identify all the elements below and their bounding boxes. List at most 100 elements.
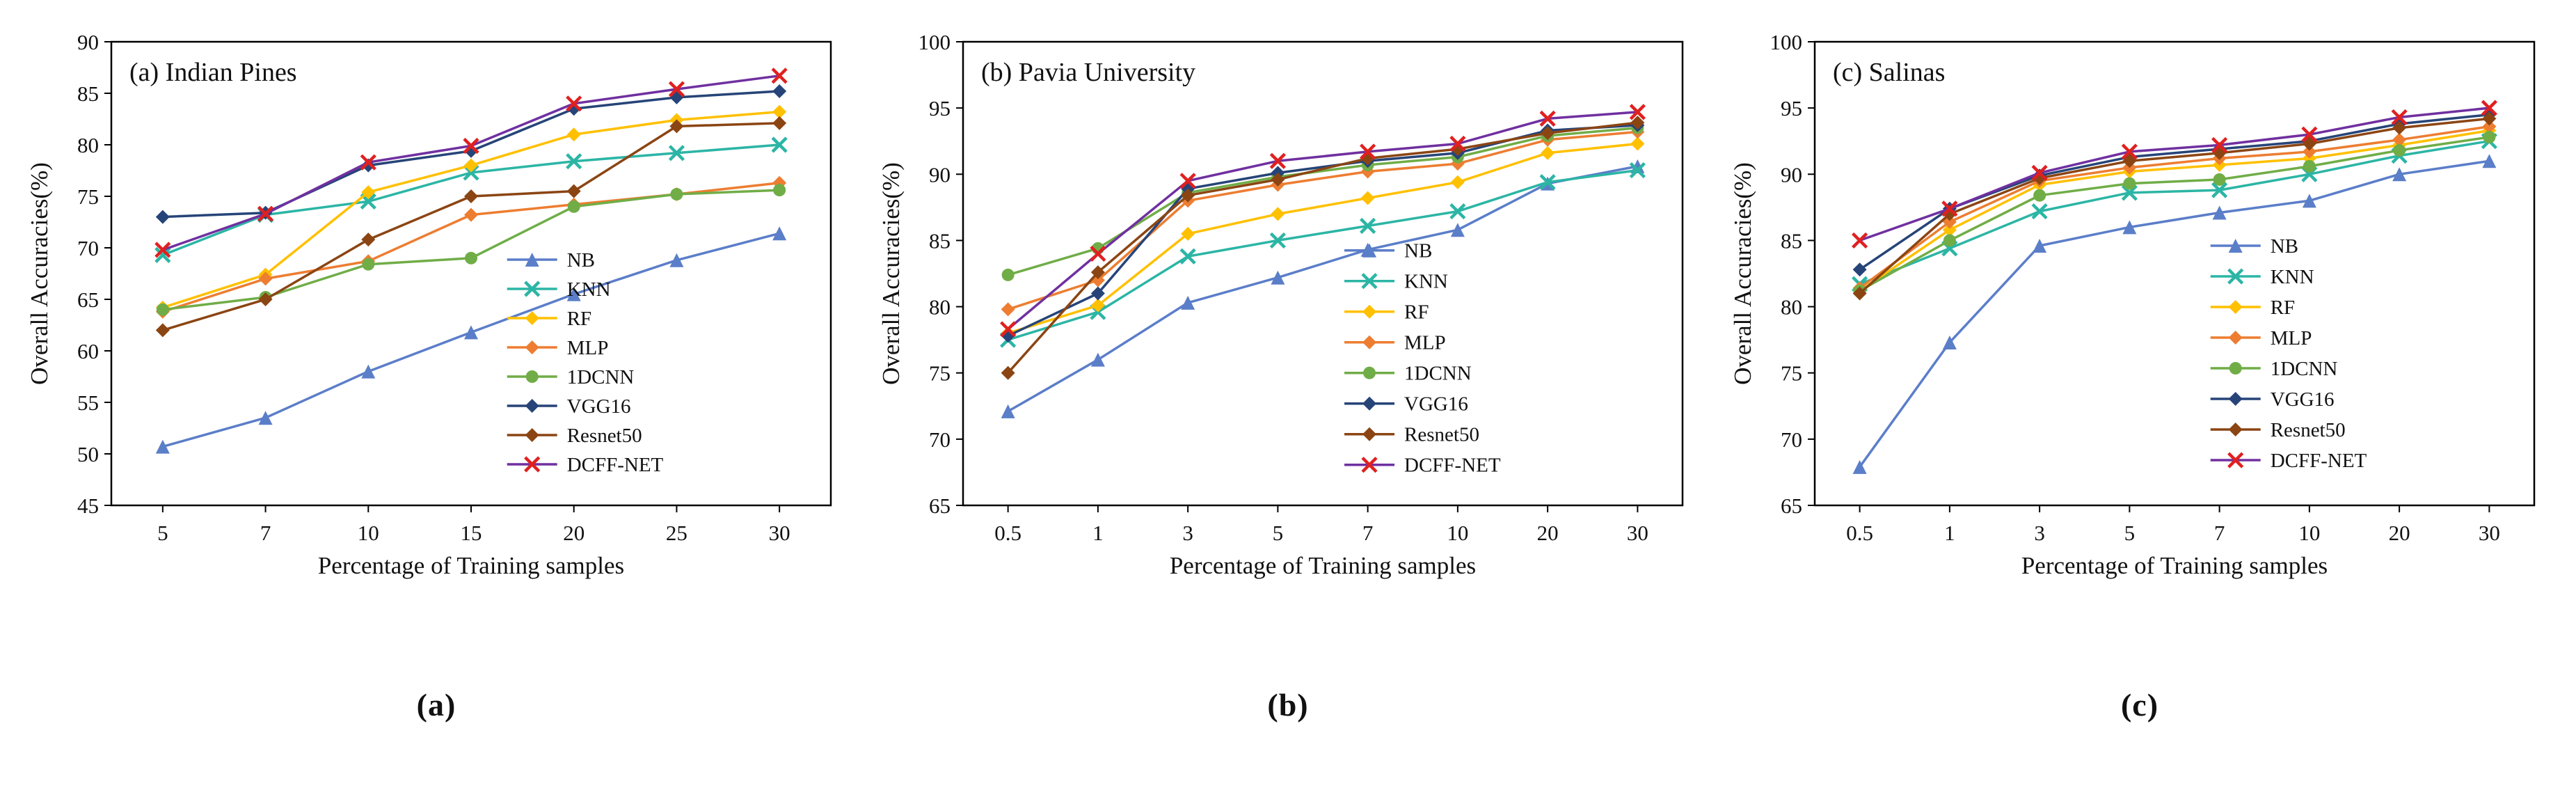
x-axis-title: Percentage of Training samples <box>1170 552 1476 579</box>
x-marker <box>1449 203 1466 220</box>
diamond-marker <box>2228 300 2243 315</box>
triangle-marker <box>1090 352 1105 367</box>
diamond-marker <box>2302 136 2316 151</box>
x-marker <box>463 137 479 155</box>
diamond-marker <box>2482 119 2497 134</box>
diamond-marker <box>2482 111 2497 126</box>
circle-marker <box>2303 159 2316 173</box>
legend-label: DCFF-NET <box>2271 450 2367 472</box>
series-line <box>1007 111 1638 331</box>
x-tick-label: 5 <box>2124 521 2136 545</box>
y-tick-label: 100 <box>1770 30 1803 54</box>
legend-label: MLP <box>1404 332 1446 354</box>
y-tick-label: 95 <box>1781 96 1802 120</box>
triangle-marker <box>1450 223 1465 237</box>
diamond-marker <box>2228 331 2243 345</box>
diamond-marker <box>525 399 539 413</box>
y-tick-label: 70 <box>929 427 951 452</box>
x-tick-label: 30 <box>1627 521 1648 545</box>
x-tick-label: 0.5 <box>994 521 1021 545</box>
circle-marker <box>2123 177 2136 190</box>
triangle-marker <box>669 253 684 267</box>
x-marker <box>2211 136 2228 154</box>
plot-border <box>962 40 1684 507</box>
series-dcff-net <box>1852 100 2497 249</box>
triangle-marker <box>1181 295 1195 310</box>
circle-marker <box>1363 366 1376 379</box>
circle-marker <box>2393 144 2406 157</box>
x-axis-title: Percentage of Training samples <box>2021 552 2328 579</box>
circle-marker <box>156 303 169 316</box>
legend-label: RF <box>567 308 591 330</box>
x-marker <box>1852 232 1868 249</box>
x-tick-label: 7 <box>2214 521 2225 545</box>
series-1dcnn <box>156 184 786 316</box>
series-line <box>1007 124 1638 337</box>
y-tick-label: 100 <box>919 30 951 54</box>
line-chart-salinas: 65 70 75 80 85 90 95 100 0.5 1 3 5 7 10 20 30 Percentage… <box>1729 30 2536 579</box>
legend-label: 1DCNN <box>1404 363 1472 385</box>
legend-label: DCFF-NET <box>1404 455 1501 477</box>
y-tick-label: 60 <box>77 339 99 363</box>
legend-label: KNN <box>1404 271 1448 293</box>
y-tick-label: 75 <box>1781 361 1802 386</box>
diamond-marker <box>155 323 170 338</box>
diamond-marker <box>1090 265 1105 280</box>
diamond-marker <box>258 292 273 306</box>
x-tick-label: 30 <box>769 521 790 545</box>
series-line <box>1008 126 1638 276</box>
triangle-marker <box>2228 239 2243 253</box>
circle-marker <box>525 370 539 384</box>
legend-label: KNN <box>2271 266 2314 288</box>
y-tick-label: 75 <box>929 361 951 386</box>
circle-marker <box>2213 173 2226 186</box>
x-marker <box>2227 452 2244 468</box>
y-axis-title: Overall Accuracies(%) <box>877 162 905 385</box>
diamond-marker <box>1852 262 1867 277</box>
x-tick-label: 20 <box>2389 521 2410 545</box>
series-line <box>1859 139 2490 285</box>
series-line <box>1008 168 1638 341</box>
series-rf <box>1001 136 1645 340</box>
legend-label: MLP <box>2271 327 2312 349</box>
series-line <box>1859 159 2490 468</box>
legend: NB KNN RF MLP 1DCNN VGG16 Resnet50 DCFF-NET <box>507 249 664 476</box>
legend-label: NB <box>1404 240 1432 262</box>
x-marker <box>668 81 685 97</box>
diamond-marker <box>1630 136 1645 151</box>
x-marker <box>771 136 788 153</box>
diamond-marker <box>772 84 787 99</box>
diamond-marker <box>1362 304 1377 319</box>
x-tick-label: 20 <box>1537 521 1559 545</box>
diamond-marker <box>1090 286 1105 301</box>
diamond-marker <box>1181 226 1195 241</box>
x-marker <box>2211 182 2228 198</box>
caption-c: (c) <box>2120 687 2159 723</box>
x-marker <box>524 456 541 473</box>
diamond-marker <box>2228 423 2243 437</box>
diamond-marker <box>1630 116 1645 130</box>
chart-title: (b) Pavia University <box>981 58 1195 87</box>
diamond-marker <box>361 233 376 247</box>
x-marker <box>1361 457 1378 473</box>
diamond-marker <box>772 175 787 190</box>
legend-label: NB <box>2271 235 2298 258</box>
series-line <box>1007 165 1638 413</box>
x-marker <box>771 68 788 84</box>
y-tick-label: 50 <box>77 442 99 466</box>
x-marker <box>1090 245 1106 262</box>
caption-b: (b) <box>1267 687 1309 723</box>
triangle-marker <box>2302 194 2316 208</box>
y-tick-label: 90 <box>77 30 99 54</box>
legend-label: VGG16 <box>2271 388 2335 411</box>
line-chart-indian-pines: 45 50 55 60 65 70 75 80 85 90 5 7 10 15 20 25 30 Percenta… <box>26 30 832 579</box>
triangle-marker <box>2033 239 2047 253</box>
legend: NB KNN RF MLP 1DCNN VGG16 Resnet50 DCFF-NET <box>2210 235 2367 472</box>
series-dcff-net <box>1000 104 1646 338</box>
plot-border <box>110 40 832 507</box>
y-tick-label: 70 <box>77 236 99 260</box>
legend-label: VGG16 <box>567 395 631 418</box>
circle-marker <box>567 200 580 213</box>
triangle-marker <box>2122 220 2137 235</box>
triangle-marker <box>566 287 581 301</box>
